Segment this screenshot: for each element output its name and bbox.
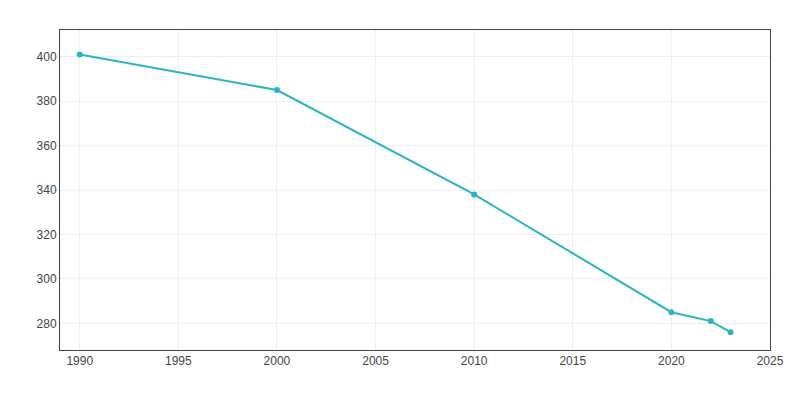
- svg-text:2015: 2015: [559, 354, 586, 368]
- svg-text:280: 280: [37, 317, 57, 331]
- svg-text:400: 400: [37, 50, 57, 64]
- svg-text:2005: 2005: [362, 354, 389, 368]
- svg-text:1990: 1990: [66, 354, 93, 368]
- svg-text:360: 360: [37, 139, 57, 153]
- svg-text:2000: 2000: [264, 354, 291, 368]
- svg-text:2020: 2020: [658, 354, 685, 368]
- svg-text:2010: 2010: [461, 354, 488, 368]
- svg-text:340: 340: [37, 183, 57, 197]
- svg-text:2025: 2025: [757, 354, 784, 368]
- svg-text:1995: 1995: [165, 354, 192, 368]
- svg-text:380: 380: [37, 94, 57, 108]
- svg-text:300: 300: [37, 272, 57, 286]
- svg-text:320: 320: [37, 228, 57, 242]
